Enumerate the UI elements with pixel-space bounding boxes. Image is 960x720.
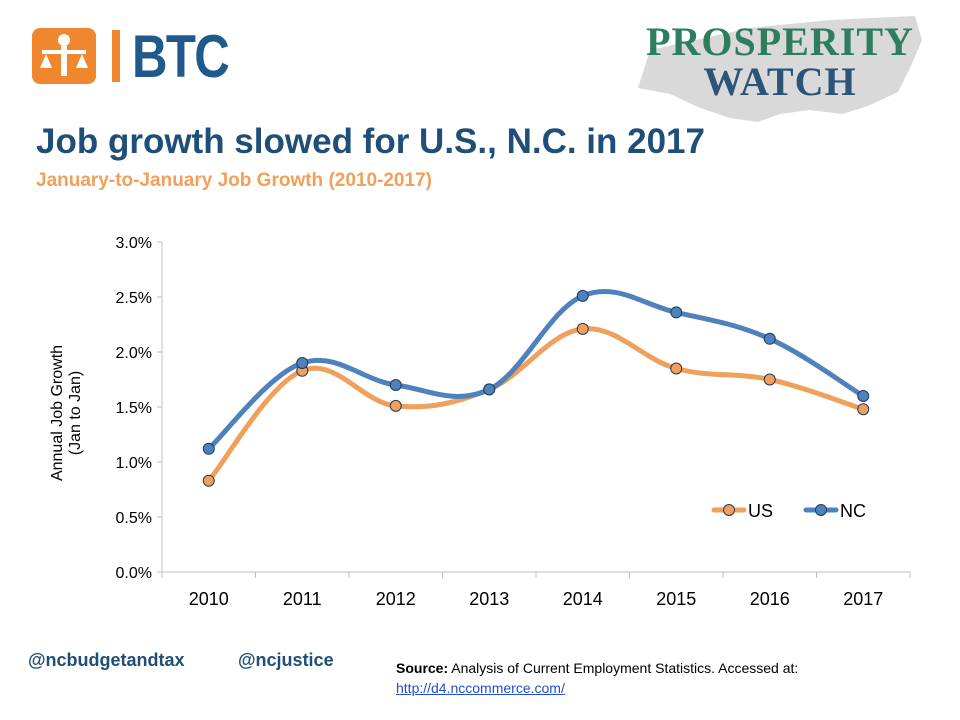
twitter-handle-ncbudgetandtax[interactable]: @ncbudgetandtax bbox=[28, 650, 185, 670]
nc-map-icon bbox=[638, 16, 922, 122]
y-tick-label: 2.0% bbox=[116, 345, 152, 362]
point-nc-2010 bbox=[202, 442, 215, 455]
y-tick-label: 0.5% bbox=[116, 510, 152, 527]
point-us-2016 bbox=[763, 373, 776, 386]
source-link[interactable]: http://d4.nccommerce.com/ bbox=[396, 680, 565, 696]
btc-logo: BTC bbox=[32, 23, 232, 90]
prosperity-text: PROSPERITY bbox=[646, 19, 914, 64]
chart-axes bbox=[157, 241, 911, 578]
chart-subtitle: January-to-January Job Growth (2010-2017… bbox=[36, 170, 432, 191]
y-tick-label: 2.5% bbox=[116, 290, 152, 307]
btc-wordmark: BTC bbox=[132, 23, 230, 90]
btc-divider bbox=[112, 30, 120, 82]
point-nc-2012 bbox=[389, 379, 402, 391]
legend-marker-us bbox=[723, 504, 735, 516]
source-text: Analysis of Current Employment Statistic… bbox=[451, 660, 799, 676]
x-tick-label: 2017 bbox=[843, 589, 883, 609]
legend-label-nc: NC bbox=[840, 501, 866, 521]
legend-marker-nc bbox=[815, 504, 827, 516]
watch-text: WATCH bbox=[703, 59, 857, 104]
series-points bbox=[202, 289, 870, 487]
series-line-us bbox=[206, 326, 866, 484]
point-nc-2015 bbox=[670, 306, 683, 319]
x-tick-label: 2015 bbox=[656, 589, 696, 609]
prosperity-watch-logo: PROSPERITY WATCH bbox=[630, 10, 930, 130]
x-tick-labels: 2010 2011 2012 2013 2014 2015 2016 2017 bbox=[189, 589, 884, 609]
y-tick-label: 1.5% bbox=[116, 400, 152, 417]
chart-legend: US NC bbox=[711, 501, 866, 521]
x-tick-label: 2016 bbox=[750, 589, 790, 609]
x-tick-label: 2013 bbox=[469, 589, 509, 609]
point-us-2017 bbox=[857, 403, 870, 416]
point-us-2010 bbox=[202, 474, 215, 487]
y-tick-label: 1.0% bbox=[116, 455, 152, 472]
point-us-2012 bbox=[389, 399, 402, 412]
y-axis-label-line2: (Jan to Jan) bbox=[67, 371, 84, 455]
y-axis-label-line1: Annual Job Growth bbox=[49, 345, 66, 481]
job-growth-chart: 0.0%0.5%1.0%1.5%2.0%2.5%3.0% 2010 2011 201… bbox=[49, 235, 911, 609]
point-nc-2014 bbox=[576, 289, 589, 302]
legend-label-us: US bbox=[748, 501, 773, 521]
y-tick-label: 3.0% bbox=[116, 235, 152, 252]
y-tick-labels: 0.0% 0.5% 1.0% 1.5% 2.0% 2.5% 3.0% bbox=[116, 235, 152, 582]
x-tick-label: 2010 bbox=[189, 589, 229, 609]
point-us-2014 bbox=[576, 322, 589, 335]
point-nc-2017 bbox=[857, 390, 870, 402]
point-nc-2016 bbox=[763, 332, 776, 345]
y-tick-label: 0.0% bbox=[116, 565, 152, 582]
x-tick-label: 2011 bbox=[283, 589, 322, 609]
series-lines bbox=[206, 289, 866, 484]
x-tick-label: 2012 bbox=[376, 589, 416, 609]
point-us-2015 bbox=[670, 362, 683, 375]
source-label: Source: bbox=[396, 660, 449, 676]
point-nc-2011 bbox=[296, 357, 309, 369]
scales-icon bbox=[32, 28, 96, 84]
point-nc-2013 bbox=[483, 383, 496, 396]
x-tick-label: 2014 bbox=[563, 589, 603, 609]
page-title: Job growth slowed for U.S., N.C. in 2017 bbox=[36, 122, 705, 161]
source-note: Source: Analysis of Current Employment S… bbox=[396, 658, 798, 698]
twitter-handle-ncjustice[interactable]: @ncjustice bbox=[238, 650, 334, 670]
